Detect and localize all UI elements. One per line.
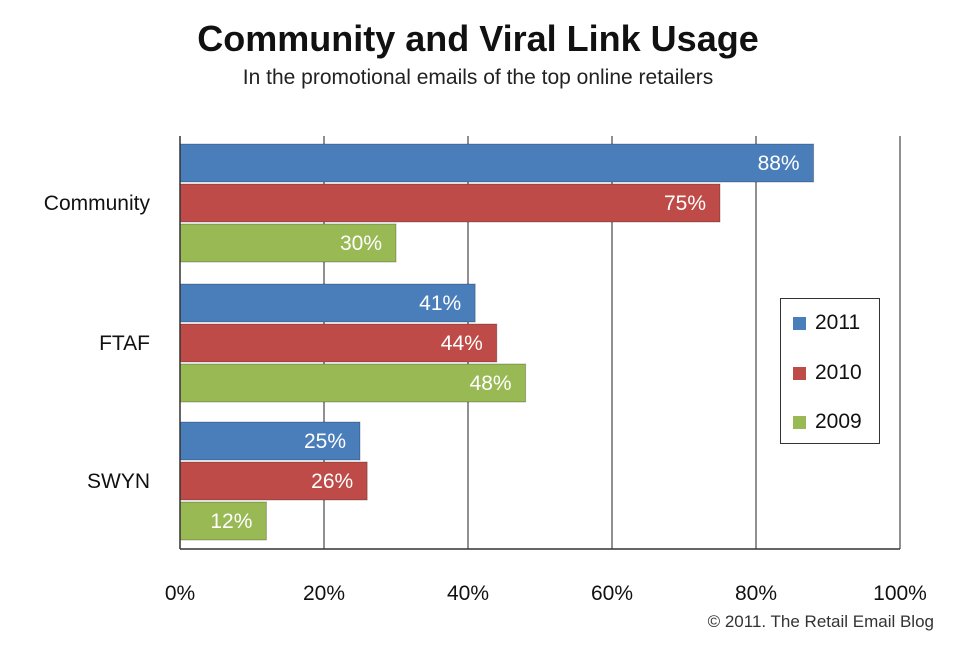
legend-item-2010: 2010 [793, 361, 862, 385]
bar-community-2011 [179, 143, 815, 183]
x-tick-label-0: 0% [165, 582, 195, 605]
category-label-swyn: SWYN [87, 470, 150, 493]
data-label-community-2011: 88% [758, 152, 800, 175]
category-label-community: Community [44, 192, 151, 215]
data-label-community-2010: 75% [664, 192, 706, 215]
copyright-note: © 2011. The Retail Email Blog [707, 612, 934, 631]
legend-swatch-2010 [793, 366, 806, 380]
legend-label-2009: 2009 [815, 410, 862, 433]
data-label-community-2009: 30% [340, 232, 382, 255]
bar-ftaf-2010 [179, 323, 498, 363]
legend-swatch-2011 [793, 316, 806, 330]
data-label-swyn-2009: 12% [210, 510, 252, 533]
bar-swyn-2010 [179, 461, 368, 501]
data-label-swyn-2010: 26% [311, 470, 353, 493]
chart-title: Community and Viral Link Usage [197, 18, 759, 59]
x-tick-label-40: 40% [447, 582, 489, 605]
legend-item-2009: 2009 [793, 410, 862, 434]
legend-label-2011: 2011 [815, 311, 861, 334]
chart-subtitle: In the promotional emails of the top onl… [242, 66, 714, 89]
x-tick-label-100: 100% [873, 582, 927, 605]
bar-swyn-2011 [179, 421, 361, 461]
category-label-ftaf: FTAF [99, 332, 150, 355]
legend-label-2010: 2010 [815, 361, 862, 384]
data-label-ftaf-2011: 41% [419, 292, 461, 315]
bar-community-2010 [179, 183, 721, 223]
data-label-swyn-2011: 25% [304, 430, 346, 453]
legend: 2011 2010 2009 [780, 298, 880, 444]
x-tick-label-60: 60% [591, 582, 633, 605]
legend-item-2011: 2011 [793, 311, 860, 335]
data-label-ftaf-2009: 48% [470, 372, 512, 395]
legend-swatch-2009 [793, 415, 806, 429]
bar-ftaf-2009 [179, 363, 527, 403]
x-tick-label-20: 20% [303, 582, 345, 605]
x-tick-label-80: 80% [735, 582, 777, 605]
data-label-ftaf-2010: 44% [441, 332, 483, 355]
bar-ftaf-2011 [179, 283, 476, 323]
